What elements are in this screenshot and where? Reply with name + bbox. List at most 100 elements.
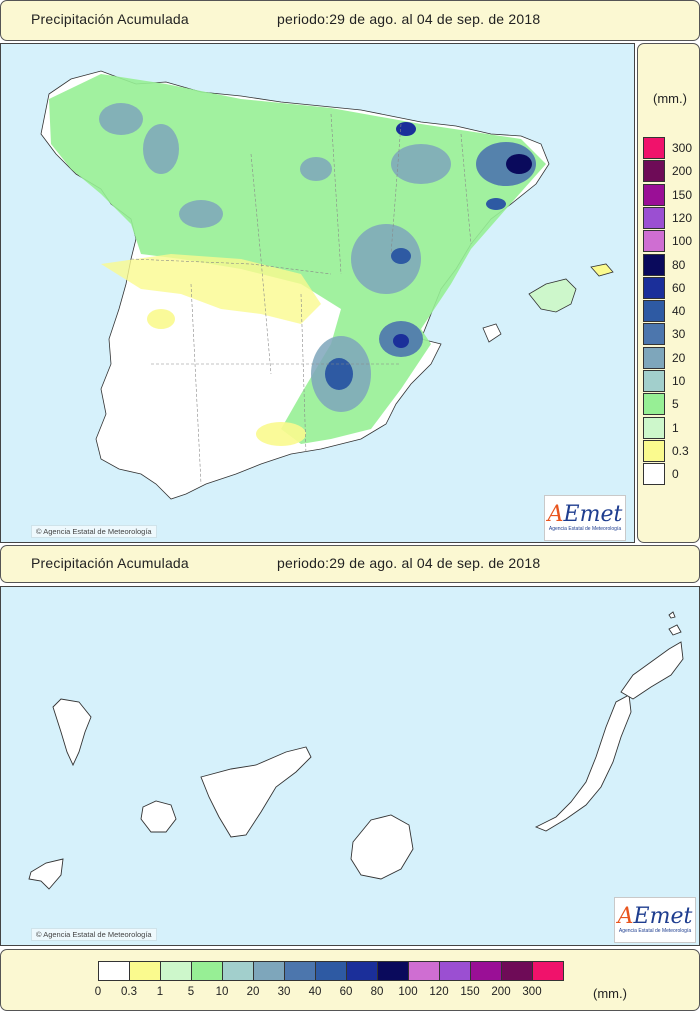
- legend-swatch-h: [253, 961, 285, 981]
- legend-label-h: 60: [339, 986, 353, 998]
- legend-label: 150: [672, 187, 693, 202]
- precip-core-basque: [396, 122, 416, 136]
- legend-swatch-h: [222, 961, 254, 981]
- map-period: periodo:29 de ago. al 04 de sep. de 2018: [277, 11, 541, 27]
- legend-label: 40: [672, 304, 686, 319]
- legend-swatch-h: [439, 961, 471, 981]
- legend-label: 80: [672, 257, 686, 272]
- legend-label: 10: [672, 374, 686, 388]
- island-lanzarote: [620, 641, 684, 700]
- legend-swatch: [643, 393, 665, 416]
- precip-core-murcia-dark: [325, 358, 353, 390]
- peninsula-map: © Agencia Estatal de Meteorología AEmet …: [0, 43, 635, 543]
- header-bar-peninsula: Precipitación Acumulada periodo:29 de ag…: [0, 0, 700, 41]
- legend-swatch: [643, 206, 665, 229]
- legend-label: 20: [672, 350, 686, 365]
- island-gran-canaria: [350, 814, 414, 880]
- legend-unit: (mm.): [653, 91, 687, 106]
- legend-swatch-h: [532, 961, 564, 981]
- legend-label: 200: [672, 164, 693, 179]
- legend-swatch: [643, 253, 665, 276]
- legend-swatch-h: [129, 961, 161, 981]
- legend-swatch: [643, 160, 665, 183]
- legend-label-h: 80: [370, 986, 384, 998]
- island-fuerteventura: [534, 694, 632, 832]
- legend-swatch: [643, 183, 665, 206]
- legend-label: 120: [672, 210, 693, 225]
- legend-label-h: 150: [460, 986, 480, 998]
- legend-swatch-h: [160, 961, 192, 981]
- legend-label-h: 5: [187, 986, 195, 998]
- peninsula-map-svg: [40, 70, 614, 500]
- island-ibiza: [482, 323, 502, 343]
- aemet-logo-canarias: AEmet Agencia Estatal de Meteorología: [614, 897, 696, 943]
- credit-label-canarias: © Agencia Estatal de Meteorología: [31, 928, 157, 941]
- legend-swatch: [643, 346, 665, 369]
- legend-swatch-h: [98, 961, 130, 981]
- credit-label: © Agencia Estatal de Meteorología: [31, 525, 157, 538]
- precip-core-castilla: [300, 157, 332, 181]
- legend-swatch: [643, 463, 665, 486]
- province-borders: [130, 113, 472, 485]
- island-mallorca: [528, 278, 577, 313]
- canarias-map: © Agencia Estatal de Meteorología AEmet …: [0, 586, 700, 946]
- legend-swatch-h: [315, 961, 347, 981]
- island-la-graciosa: [668, 624, 682, 636]
- precip-core-navarra: [391, 144, 451, 184]
- precip-yellow-west: [147, 309, 175, 329]
- legend-swatch: [643, 230, 665, 253]
- horizontal-legend: 0 0.3 1 5 10 20 30 40 60 80 100 120 150 200 300 (mm.): [0, 949, 700, 1011]
- header-bar-canarias: Precipitación Acumulada periodo:29 de ag…: [0, 545, 700, 583]
- aemet-logo: AEmet Agencia Estatal de Meteorología: [544, 495, 626, 541]
- map-title-canarias: Precipitación Acumulada: [31, 555, 189, 571]
- legend-swatch-h: [191, 961, 223, 981]
- legend-swatch-h: [501, 961, 533, 981]
- legend-label: 0.3: [672, 443, 689, 458]
- legend-label-h: 30: [277, 986, 291, 998]
- legend-label: 30: [672, 327, 686, 342]
- island-menorca: [590, 263, 614, 277]
- precip-core-cuenca: [351, 224, 421, 294]
- legend-swatch: [643, 137, 665, 159]
- legend-label: 100: [672, 234, 693, 249]
- canarias-map-svg: [28, 611, 684, 890]
- legend-unit-bottom: (mm.): [593, 986, 627, 1001]
- precip-yellow-patches: [101, 254, 321, 324]
- legend-label-h: 120: [429, 986, 449, 998]
- legend-label-h: 300: [522, 986, 542, 998]
- map-period-canarias: periodo:29 de ago. al 04 de sep. de 2018: [277, 555, 541, 571]
- map-title: Precipitación Acumulada: [31, 11, 189, 27]
- precip-yellow-south: [256, 422, 306, 446]
- legend-swatch: [643, 300, 665, 323]
- legend-swatch-h: [284, 961, 316, 981]
- legend-swatch-h: [377, 961, 409, 981]
- legend-label-h: 0.3: [121, 986, 137, 998]
- legend-swatch-h: [408, 961, 440, 981]
- precip-core-tarragona: [486, 198, 506, 210]
- legend-swatch: [643, 276, 665, 299]
- island-el-hierro: [28, 858, 64, 890]
- island-la-palma: [52, 698, 92, 767]
- precip-core-cuenca-dark: [391, 248, 411, 264]
- precip-core-catalonia-dark: [506, 154, 532, 174]
- precip-core-burgos: [179, 200, 223, 228]
- legend-label-h: 40: [308, 986, 322, 998]
- precip-core-galicia: [99, 103, 143, 135]
- island-la-gomera: [140, 800, 177, 833]
- legend-swatch-h: [346, 961, 378, 981]
- legend-swatch: [643, 416, 665, 439]
- legend-label-h: 200: [491, 986, 511, 998]
- legend-label: 1: [672, 420, 679, 435]
- islet-alegranza: [668, 611, 676, 619]
- legend-label-h: 0: [94, 986, 102, 998]
- legend-label: 0: [672, 467, 679, 482]
- legend-swatch-h: [470, 961, 502, 981]
- legend-label: 60: [672, 280, 686, 295]
- legend-label-h: 20: [246, 986, 260, 998]
- precip-core-leon: [143, 124, 179, 174]
- legend-label: 300: [672, 141, 693, 155]
- legend-label: 5: [672, 397, 679, 412]
- precip-core-valencia-dark: [393, 334, 409, 348]
- island-tenerife: [200, 746, 312, 838]
- legend-swatch: [643, 439, 665, 462]
